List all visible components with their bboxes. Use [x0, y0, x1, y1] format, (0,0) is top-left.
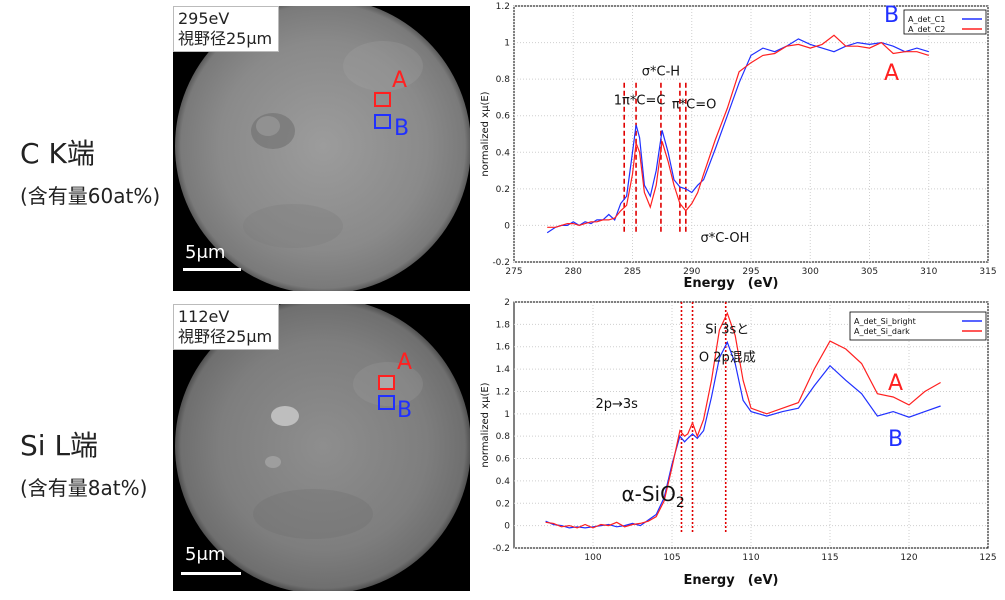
- c-fov-label: 視野径25μm: [178, 29, 273, 48]
- si-y-tick-label: 1: [504, 410, 510, 420]
- c-x-tick-label: 295: [742, 267, 759, 277]
- c-curve-label-upper: B: [884, 3, 899, 28]
- si-roi-a-label: A: [397, 350, 413, 375]
- c-y-tick-label: 1: [504, 39, 510, 49]
- c-curve-label-lower: A: [884, 61, 899, 86]
- c-y-tick-label: 0.2: [496, 185, 510, 195]
- c-annotation: 1π*C=C: [614, 94, 666, 109]
- si-y-tick-label: 1.6: [496, 343, 511, 353]
- c-content-label: (含有量60at%): [20, 184, 161, 208]
- compound-label-subscript: 2: [676, 495, 685, 511]
- roi-b-box: [374, 114, 391, 129]
- si-x-tick-label: 100: [584, 553, 601, 563]
- si-x-tick-label: 115: [821, 553, 838, 563]
- si-x-tick-label: 120: [900, 553, 917, 563]
- si-edge-image-graphic: [173, 304, 470, 591]
- si-y-tick-label: 2: [504, 298, 510, 308]
- si-annotation: O 2p混成: [699, 350, 756, 365]
- c-x-tick-label: 280: [565, 267, 582, 277]
- c-legend-label: A_det_C2: [908, 25, 945, 34]
- c-edge-image: 295eV 視野径25μm A B 5μm: [173, 6, 470, 291]
- si-edge-title: Si L端: [20, 429, 99, 462]
- c-x-tick-label: 275: [505, 267, 522, 277]
- c-annotation: σ*C-H: [642, 64, 680, 79]
- si-y-tick-label: 1.2: [496, 387, 510, 397]
- c-y-tick-label: -0.2: [492, 258, 510, 268]
- c-legend-label: A_det_C1: [908, 15, 945, 24]
- roi-a-label: A: [392, 68, 408, 93]
- c-y-tick-label: 0.8: [496, 75, 511, 85]
- c-y-tick-label: 0.6: [496, 112, 511, 122]
- c-legend-box: [903, 9, 987, 35]
- si-curve-label-upper: A: [888, 371, 903, 396]
- si-edge-image: 112eV 視野径25μm A B 5μm: [173, 304, 470, 591]
- si-y-tick-label: 0: [504, 522, 510, 532]
- c-x-axis-label: Energy (eV): [684, 276, 779, 291]
- si-y-tick-label: 0.2: [496, 499, 510, 509]
- si-y-tick-label: 1.4: [496, 365, 511, 375]
- si-x-axis-label: Energy (eV): [684, 573, 779, 588]
- si-roi-b-label: B: [397, 398, 413, 423]
- si-fov-label: 視野径25μm: [178, 327, 273, 346]
- c-k-edge-chart: 275 280 285 290 295 300 305 310 315 -0.2 0 0.2 0.4 0.…: [474, 0, 1005, 298]
- c-x-tick-label: 300: [802, 267, 819, 277]
- c-y-tick-label: 0.4: [496, 148, 511, 158]
- c-annotation: σ*C-OH: [700, 231, 749, 246]
- si-y-tick-label: -0.2: [492, 544, 510, 554]
- si-curve-label-lower: B: [888, 427, 903, 452]
- si-y-tick-label: 0.8: [496, 432, 511, 442]
- c-y-tick-label: 1.2: [496, 2, 510, 12]
- si-y-axis-label: normalized xμ(E): [480, 382, 491, 467]
- c-series-A_det_C1: [546, 38, 929, 234]
- si-energy-label: 112eV: [178, 307, 230, 326]
- compound-label-main: α-SiO: [621, 482, 675, 506]
- si-legend-label: A_det_Si_bright: [854, 317, 916, 326]
- si-annotation: 2p→3s: [595, 397, 638, 412]
- si-annotation: Si 3sと: [705, 322, 749, 337]
- si-x-tick-label: 110: [742, 553, 759, 563]
- c-edge-title: C K端: [20, 137, 95, 170]
- c-annotation: π*C=O: [672, 97, 717, 112]
- si-y-tick-label: 0.6: [496, 455, 511, 465]
- c-y-tick-label: 0: [504, 221, 510, 231]
- si-image-label: 112eV 視野径25μm: [173, 304, 280, 350]
- c-x-tick-label: 305: [861, 267, 878, 277]
- c-scale-bar: [183, 268, 241, 271]
- si-roi-b-box: [378, 395, 395, 410]
- c-x-tick-label: 290: [683, 267, 700, 277]
- si-y-tick-label: 1.8: [496, 320, 511, 330]
- c-series-A_det_C2: [547, 34, 929, 228]
- si-scale-bar: [181, 572, 241, 575]
- roi-a-box: [374, 92, 391, 107]
- si-roi-a-box: [378, 375, 395, 390]
- c-k-edge-chart-svg: 275 280 285 290 295 300 305 310 315 -0.2 0 0.2 0.4 0.…: [480, 2, 997, 291]
- c-x-tick-label: 315: [979, 267, 996, 277]
- si-legend-label: A_det_Si_dark: [854, 327, 910, 336]
- si-l-edge-chart-svg: 100 105 110 115 120 125 -0.2 0 0.2 0.4 0.6 0.8 1 1.2 1…: [480, 298, 997, 588]
- si-compound-label: α-SiO2: [621, 482, 684, 511]
- roi-b-label: B: [394, 116, 410, 141]
- c-edge-image-graphic: [173, 6, 470, 291]
- c-x-tick-label: 310: [920, 267, 937, 277]
- si-x-tick-label: 125: [979, 553, 996, 563]
- c-scale-label: 5μm: [185, 242, 226, 263]
- c-x-tick-label: 285: [624, 267, 641, 277]
- c-y-axis-label: normalized xμ(E): [480, 91, 491, 176]
- si-scale-label: 5μm: [185, 544, 226, 565]
- si-x-tick-label: 105: [663, 553, 680, 563]
- si-y-tick-label: 0.4: [496, 477, 511, 487]
- si-legend-box: [849, 311, 987, 341]
- c-energy-label: 295eV: [178, 9, 230, 28]
- si-l-edge-chart: 100 105 110 115 120 125 -0.2 0 0.2 0.4 0.6 0.8 1 1.2 1…: [474, 298, 1005, 596]
- si-content-label: (含有量8at%): [20, 476, 148, 500]
- si-series-A_det_Si_dark: [545, 311, 941, 529]
- c-image-label: 295eV 視野径25μm: [173, 6, 280, 52]
